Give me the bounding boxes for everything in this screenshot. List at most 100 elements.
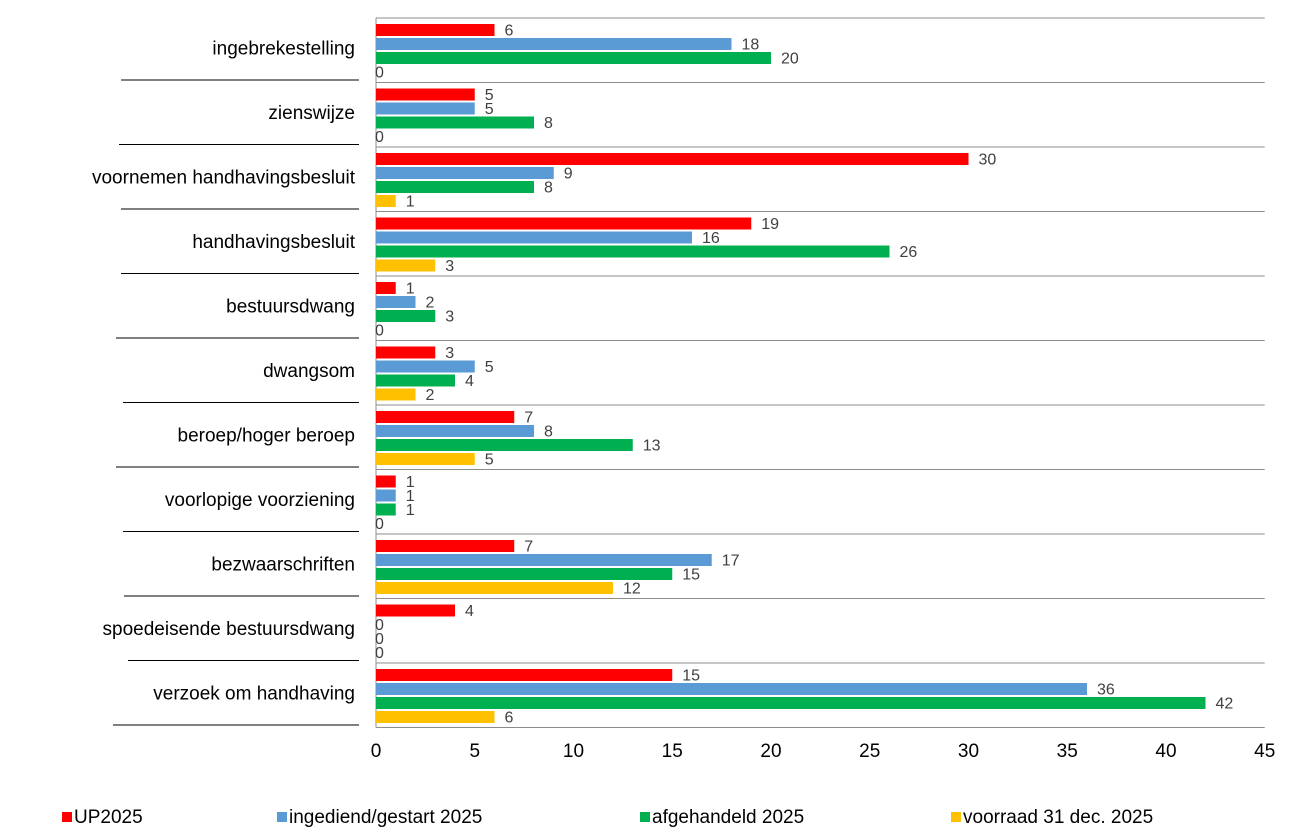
legend-item: afgehandeld 2025 [640, 807, 804, 828]
x-tick-label: 5 [469, 741, 480, 762]
category-labels: ingebrekestelling zienswijze voornemen han… [92, 38, 356, 704]
category-label: verzoek om handhaving [153, 683, 355, 704]
data-label: 30 [979, 152, 997, 169]
data-label: 3 [445, 345, 454, 362]
bar [376, 411, 514, 423]
bar [376, 425, 534, 437]
bar [376, 347, 435, 359]
data-label: 6 [505, 710, 514, 727]
x-tick-label: 15 [662, 741, 683, 762]
legend-item: ingediend/gestart 2025 [277, 807, 482, 828]
bar [376, 89, 475, 101]
bar [376, 582, 613, 594]
data-label: 26 [900, 244, 918, 261]
data-label: 2 [426, 295, 435, 312]
x-tick-label: 25 [859, 741, 880, 762]
data-label: 0 [375, 65, 384, 82]
bar [376, 246, 890, 258]
data-label: 12 [623, 581, 641, 598]
bar [376, 117, 534, 129]
category-label: bezwaarschriften [211, 554, 355, 575]
legend-label: ingediend/gestart 2025 [289, 807, 482, 828]
category-label: dwangsom [263, 361, 355, 382]
data-label: 1 [406, 194, 415, 211]
bar [376, 605, 455, 617]
legend-label: afgehandeld 2025 [652, 807, 804, 828]
category-label: voorlopige voorziening [165, 490, 355, 511]
data-label: 8 [544, 424, 553, 441]
bar [376, 361, 475, 373]
legend-item: UP2025 [62, 807, 143, 828]
bar [376, 195, 396, 207]
x-tick-label: 0 [371, 741, 382, 762]
data-label: 4 [465, 373, 474, 390]
legend-item: voorraad 31 dec. 2025 [951, 807, 1153, 828]
category-label: bestuursdwang [226, 296, 355, 317]
bar [376, 669, 672, 681]
legend-swatch [951, 812, 961, 822]
data-label: 5 [485, 101, 494, 118]
x-axis-ticks: 0 5 10 15 20 25 30 35 40 45 [371, 741, 1276, 762]
data-label: 6 [505, 23, 514, 40]
bar [376, 540, 514, 552]
data-label: 42 [1216, 696, 1234, 713]
category-label: zienswijze [268, 103, 355, 124]
bar [376, 697, 1206, 709]
data-label: 8 [544, 115, 553, 132]
bar [376, 490, 396, 502]
x-tick-label: 30 [958, 741, 979, 762]
bar [376, 296, 416, 308]
data-label: 15 [682, 567, 700, 584]
legend-label: UP2025 [74, 807, 143, 828]
data-label: 5 [485, 452, 494, 469]
bar [376, 375, 455, 387]
bar [376, 153, 969, 165]
bar [376, 260, 435, 272]
data-label: 13 [643, 438, 661, 455]
bars [376, 24, 1206, 723]
legend-swatch [62, 812, 72, 822]
x-tick-label: 20 [760, 741, 781, 762]
bar [376, 218, 751, 230]
legend-swatch [640, 812, 650, 822]
bar [376, 453, 475, 465]
bar [376, 24, 495, 36]
category-label: voornemen handhavingsbesluit [92, 167, 356, 188]
data-label: 19 [761, 216, 779, 233]
data-label: 9 [564, 166, 573, 183]
data-label: 3 [445, 309, 454, 326]
data-label: 0 [375, 323, 384, 340]
category-label: ingebrekestelling [212, 38, 355, 59]
data-label: 0 [375, 516, 384, 533]
data-label: 36 [1097, 682, 1115, 699]
category-label: handhavingsbesluit [192, 232, 355, 253]
bar [376, 439, 633, 451]
data-label: 17 [722, 553, 740, 570]
legend-swatch [277, 812, 287, 822]
bar [376, 167, 554, 179]
data-label: 1 [406, 502, 415, 519]
data-label: 1 [406, 281, 415, 298]
bar [376, 568, 672, 580]
bar [376, 232, 692, 244]
data-label: 2 [426, 387, 435, 404]
bar [376, 389, 416, 401]
bar [376, 554, 712, 566]
data-label: 8 [544, 180, 553, 197]
bar [376, 504, 396, 516]
x-tick-label: 35 [1057, 741, 1078, 762]
category-label: beroep/hoger beroep [178, 425, 355, 446]
data-label: 18 [742, 37, 760, 54]
bar [376, 711, 495, 723]
data-label: 15 [682, 668, 700, 685]
data-label: 3 [445, 258, 454, 275]
x-tick-label: 40 [1155, 741, 1176, 762]
data-label: 5 [485, 359, 494, 376]
data-label: 20 [781, 51, 799, 68]
data-label: 4 [465, 603, 474, 620]
category-label: spoedeisende bestuursdwang [103, 619, 355, 640]
data-label: 0 [375, 645, 384, 662]
bar [376, 282, 396, 294]
bar [376, 181, 534, 193]
